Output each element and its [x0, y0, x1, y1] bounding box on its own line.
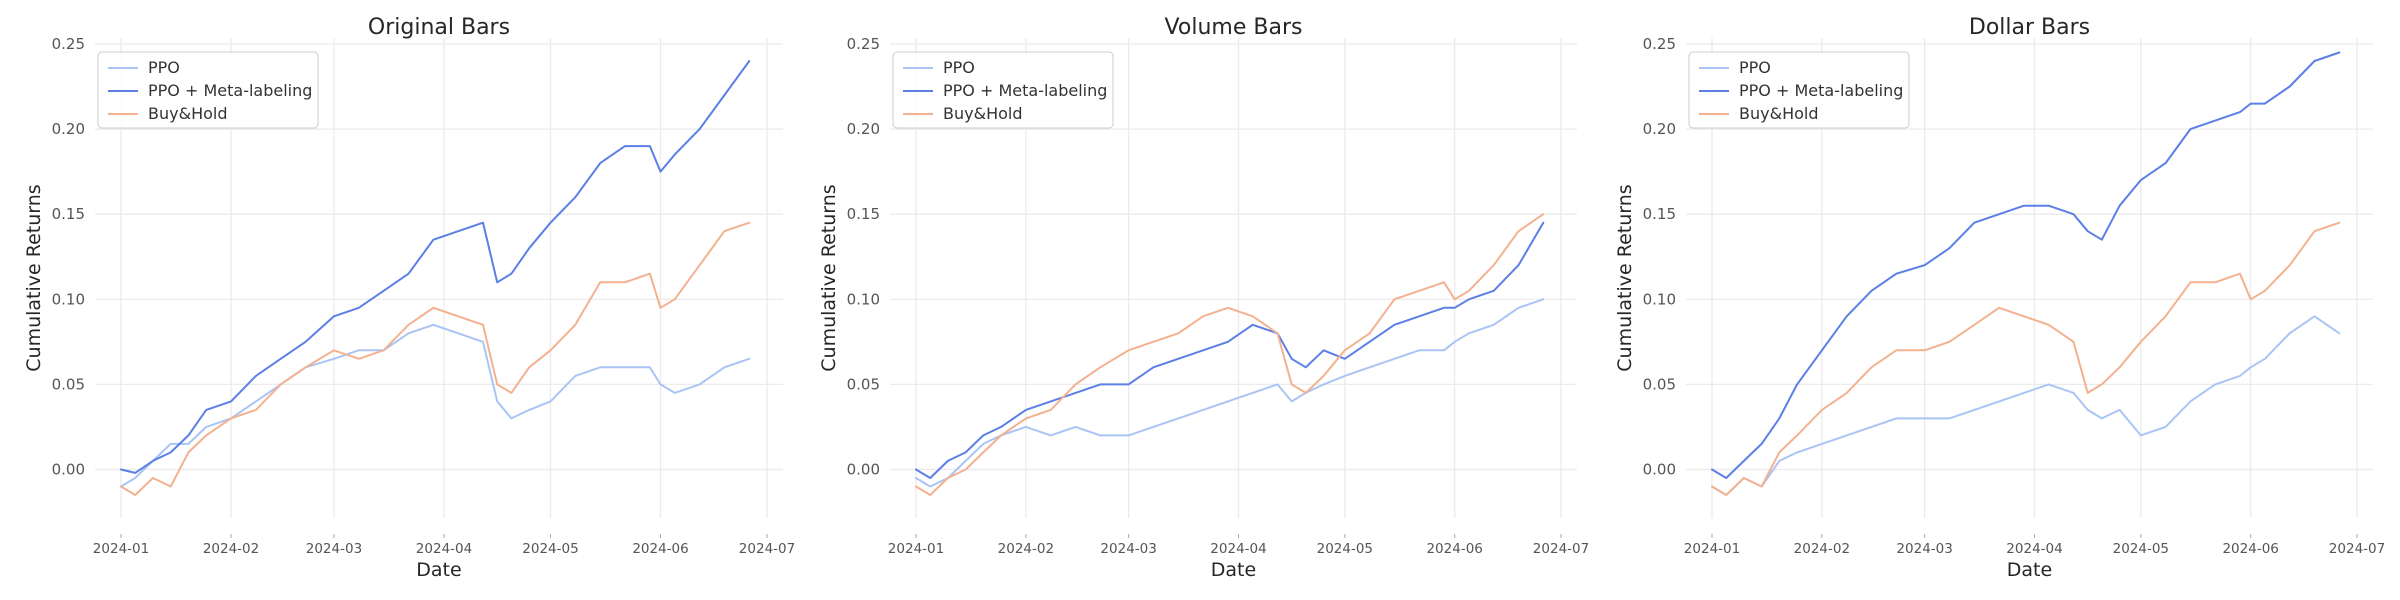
y-tick-label: 0.20	[847, 120, 880, 138]
y-tick-label: 0.00	[1643, 460, 1676, 478]
legend-label: Buy&Hold	[148, 104, 227, 123]
x-tick-label: 2024-05	[2113, 541, 2169, 557]
legend: PPO PPO + Meta-labeling Buy&Hold	[892, 51, 1114, 129]
x-tick-label: 2024-01	[888, 541, 944, 557]
legend-box	[97, 51, 319, 129]
y-tick-label: 0.10	[847, 290, 880, 308]
legend-label: PPO	[1739, 58, 1771, 77]
series-line-ppo-meta-labeling	[915, 221, 1545, 479]
series-line-buy-hold	[915, 213, 1545, 496]
y-tick-label: 0.25	[1643, 35, 1676, 53]
series-line-ppo-meta-labeling	[120, 60, 751, 474]
legend: PPO PPO + Meta-labeling Buy&Hold	[97, 51, 319, 129]
x-tick-label: 2024-06	[2222, 541, 2278, 557]
x-tick-label: 2024-03	[306, 541, 362, 557]
y-tick-label: 0.05	[52, 375, 85, 393]
x-tick-label: 2024-05	[1317, 541, 1373, 557]
y-tick-label: 0.15	[52, 205, 85, 223]
x-tick-label: 2024-04	[416, 541, 472, 557]
chart-panel-1: 0.00 0.05 0.10 0.15 0.20 0.25 2024-01 2024-02 20…	[23, 15, 795, 581]
series-line-ppo-meta-labeling	[1711, 51, 2341, 479]
legend-label: PPO	[148, 58, 180, 77]
legend-label: Buy&Hold	[943, 104, 1022, 123]
y-axis-label: Cumulative Returns	[23, 184, 45, 371]
legend-box	[892, 51, 1114, 129]
chart-panel-3: 0.00 0.05 0.10 0.15 0.20 0.25 2024-01 2024-02 20…	[1614, 15, 2385, 581]
x-tick-label: 2024-01	[1684, 541, 1740, 557]
chart-title: Dollar Bars	[1969, 15, 2090, 40]
y-tick-label: 0.25	[52, 35, 85, 53]
y-tick-label: 0.00	[847, 460, 880, 478]
x-tick-label: 2024-07	[739, 541, 795, 557]
series-line-ppo	[120, 323, 751, 488]
x-axis-label: Date	[416, 559, 461, 581]
x-tick-label: 2024-06	[632, 541, 688, 557]
series-line-ppo	[1711, 315, 2341, 496]
chart-title: Volume Bars	[1165, 15, 1303, 40]
x-tick-label: 2024-07	[1533, 541, 1589, 557]
x-tick-label: 2024-02	[998, 541, 1054, 557]
y-tick-label: 0.00	[52, 460, 85, 478]
x-tick-label: 2024-03	[1100, 541, 1156, 557]
legend-label: PPO + Meta-labeling	[1739, 81, 1903, 100]
legend-label: PPO + Meta-labeling	[943, 81, 1107, 100]
y-axis-label: Cumulative Returns	[818, 184, 840, 371]
x-tick-label: 2024-07	[2329, 541, 2385, 557]
x-tick-label: 2024-01	[93, 541, 149, 557]
y-tick-label: 0.20	[52, 120, 85, 138]
legend-label: PPO	[943, 58, 975, 77]
y-tick-label: 0.15	[1643, 205, 1676, 223]
x-tick-label: 2024-06	[1426, 541, 1482, 557]
x-tick-label: 2024-02	[1794, 541, 1850, 557]
y-axis-label: Cumulative Returns	[1614, 184, 1636, 371]
x-tick-label: 2024-04	[2006, 541, 2062, 557]
series-line-ppo	[915, 298, 1545, 488]
legend-box	[1688, 51, 1910, 129]
x-axis-label: Date	[2007, 559, 2052, 581]
y-tick-label: 0.10	[52, 290, 85, 308]
y-tick-label: 0.25	[847, 35, 880, 53]
x-tick-label: 2024-04	[1210, 541, 1266, 557]
series-line-buy-hold	[1711, 221, 2341, 496]
y-tick-label: 0.05	[847, 375, 880, 393]
y-tick-label: 0.15	[847, 205, 880, 223]
x-axis-label: Date	[1211, 559, 1256, 581]
y-tick-label: 0.20	[1643, 120, 1676, 138]
grid	[95, 38, 783, 518]
x-tick-label: 2024-05	[522, 541, 578, 557]
legend: PPO PPO + Meta-labeling Buy&Hold	[1688, 51, 1910, 129]
chart-panel-2: 0.00 0.05 0.10 0.15 0.20 0.25 2024-01 2024-02 20…	[818, 15, 1589, 581]
y-tick-label: 0.05	[1643, 375, 1676, 393]
grid	[890, 38, 1577, 518]
legend-label: PPO + Meta-labeling	[148, 81, 312, 100]
y-tick-label: 0.10	[1643, 290, 1676, 308]
x-tick-label: 2024-03	[1896, 541, 1952, 557]
series-line-buy-hold	[120, 221, 751, 496]
legend-label: Buy&Hold	[1739, 104, 1818, 123]
chart-title: Original Bars	[368, 15, 510, 40]
x-tick-label: 2024-02	[203, 541, 259, 557]
